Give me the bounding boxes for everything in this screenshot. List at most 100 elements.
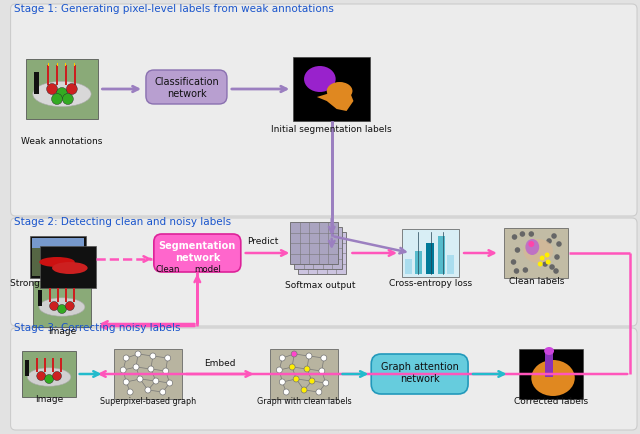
Circle shape: [148, 366, 154, 372]
Circle shape: [551, 233, 557, 239]
Circle shape: [47, 83, 58, 95]
Bar: [115, 349, 182, 399]
Circle shape: [153, 378, 159, 384]
Bar: [294, 227, 342, 269]
Circle shape: [529, 231, 534, 237]
Circle shape: [542, 261, 548, 267]
Bar: [32, 238, 84, 248]
Bar: [36, 358, 38, 372]
Text: Stage 3: Correcting noisy labels: Stage 3: Correcting noisy labels: [13, 323, 180, 333]
Circle shape: [316, 389, 322, 395]
Circle shape: [127, 389, 133, 395]
Circle shape: [291, 351, 297, 357]
FancyBboxPatch shape: [11, 4, 637, 216]
Text: network: network: [166, 89, 206, 99]
Text: Strong annotations: Strong annotations: [10, 279, 96, 289]
Circle shape: [540, 256, 545, 260]
Bar: [38, 290, 42, 306]
Circle shape: [164, 355, 171, 361]
Text: Stage 1: Generating pixel-level labels from weak annotations: Stage 1: Generating pixel-level labels f…: [13, 4, 333, 14]
Circle shape: [515, 247, 520, 253]
Bar: [402, 229, 459, 277]
Bar: [415, 251, 422, 274]
Bar: [32, 248, 84, 276]
Text: model: model: [194, 266, 221, 274]
Bar: [504, 228, 568, 278]
Circle shape: [160, 389, 166, 395]
Text: Segmentation: Segmentation: [159, 241, 236, 251]
Circle shape: [529, 241, 534, 247]
Circle shape: [514, 268, 519, 274]
Bar: [47, 63, 49, 66]
Circle shape: [58, 305, 67, 313]
Text: Cross-entropy loss: Cross-entropy loss: [389, 279, 472, 289]
Circle shape: [284, 389, 289, 395]
Circle shape: [67, 83, 77, 95]
Bar: [65, 288, 67, 302]
Ellipse shape: [39, 257, 75, 267]
Text: Graph with clean labels: Graph with clean labels: [257, 397, 351, 405]
Circle shape: [538, 262, 543, 266]
Circle shape: [145, 387, 151, 393]
Ellipse shape: [39, 298, 85, 316]
Bar: [298, 232, 346, 274]
Circle shape: [293, 376, 299, 382]
Bar: [271, 349, 338, 399]
Ellipse shape: [28, 368, 71, 386]
Circle shape: [547, 238, 552, 244]
Bar: [405, 259, 412, 274]
Circle shape: [304, 366, 310, 372]
Circle shape: [65, 302, 74, 310]
Bar: [74, 65, 76, 85]
Circle shape: [166, 380, 173, 386]
Bar: [65, 63, 67, 66]
Circle shape: [36, 372, 45, 381]
Circle shape: [301, 387, 307, 393]
Circle shape: [52, 93, 63, 105]
Bar: [22, 351, 76, 397]
Circle shape: [323, 380, 329, 386]
Circle shape: [306, 353, 312, 359]
Text: Initial segmentation labels: Initial segmentation labels: [271, 125, 392, 134]
Text: Graph attention: Graph attention: [381, 362, 459, 372]
Ellipse shape: [544, 347, 554, 355]
Text: Clean: Clean: [156, 266, 180, 274]
Circle shape: [124, 379, 129, 385]
Ellipse shape: [52, 262, 88, 274]
Circle shape: [554, 254, 560, 260]
Text: Clean labels: Clean labels: [509, 277, 564, 286]
Circle shape: [545, 253, 550, 257]
Circle shape: [276, 367, 282, 373]
Text: Image: Image: [48, 326, 76, 335]
Circle shape: [279, 379, 285, 385]
Ellipse shape: [531, 360, 575, 396]
Bar: [519, 349, 583, 399]
Circle shape: [279, 355, 285, 361]
Circle shape: [163, 368, 169, 374]
Circle shape: [556, 241, 562, 247]
Text: Stage 2: Detecting clean and noisy labels: Stage 2: Detecting clean and noisy label…: [13, 217, 230, 227]
Circle shape: [319, 368, 324, 374]
Circle shape: [512, 234, 517, 240]
Circle shape: [45, 375, 54, 384]
Ellipse shape: [304, 66, 335, 92]
Bar: [293, 57, 371, 121]
Circle shape: [137, 376, 143, 382]
Bar: [545, 351, 553, 377]
Bar: [30, 236, 86, 278]
Circle shape: [52, 372, 61, 381]
Ellipse shape: [33, 82, 91, 107]
Circle shape: [546, 260, 550, 264]
Text: network: network: [175, 253, 220, 263]
Bar: [290, 222, 338, 264]
Bar: [438, 236, 445, 274]
FancyBboxPatch shape: [11, 218, 637, 326]
FancyBboxPatch shape: [371, 354, 468, 394]
Bar: [447, 255, 454, 274]
Bar: [44, 358, 46, 372]
Bar: [426, 243, 434, 274]
Bar: [33, 281, 91, 327]
Ellipse shape: [327, 82, 353, 100]
Circle shape: [120, 367, 126, 373]
Bar: [26, 59, 97, 119]
